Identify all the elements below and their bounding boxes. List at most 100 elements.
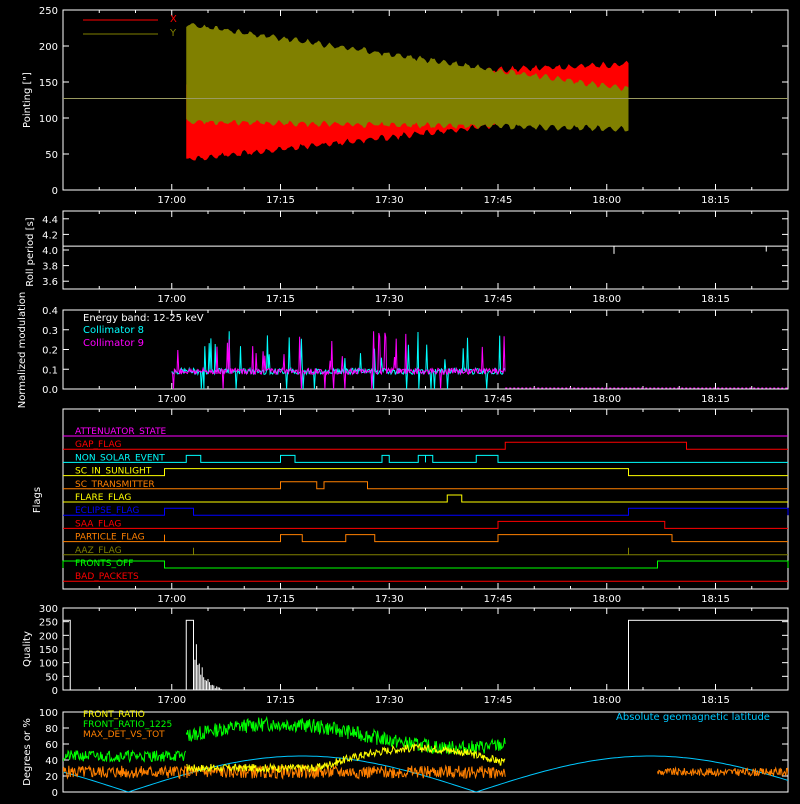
roll-ylabel: Roll period [s] <box>25 217 36 286</box>
modulation-series-9 <box>171 331 506 389</box>
flag-line <box>63 534 788 543</box>
max-det-series-late <box>657 766 788 777</box>
y-tick-label: 80 <box>45 724 58 735</box>
max-det-series <box>63 763 506 780</box>
quality-xticks: 17:00 17:15 17:30 17:45 18:00 18:15 <box>62 608 789 706</box>
modulation-series-8 <box>171 331 506 389</box>
y-tick-label: 150 <box>39 645 58 656</box>
flag-line <box>63 468 788 477</box>
quality-yticks: 0 50 100 150 200 250 300 <box>39 604 788 697</box>
y-tick-label: 250 <box>39 6 58 17</box>
modulation-ylabel: Normalized modulation <box>17 292 28 409</box>
y-tick-label: 100 <box>39 114 58 125</box>
y-tick-label: 4.2 <box>42 230 58 241</box>
y-tick-label: 100 <box>39 659 58 670</box>
flag-line <box>63 441 788 450</box>
time-tick-label: 18:15 <box>701 695 730 706</box>
quality-high-block <box>628 619 788 690</box>
energy-band-annotation: Energy band: 12-25 keV <box>83 313 204 324</box>
y-tick-label: 0 <box>52 788 58 799</box>
y-tick-label: 0.3 <box>42 326 58 337</box>
quality-high-block <box>63 619 71 690</box>
flag-line <box>62 560 789 569</box>
time-tick-label: 17:15 <box>266 294 295 305</box>
legend-front-ratio-1225: FRONT_RATIO_1225 <box>83 720 172 730</box>
flag-label: BAD_PACKETS <box>75 572 139 582</box>
y-tick-label: 40 <box>45 756 58 767</box>
roll-xticks: 17:00 17:15 17:30 17:45 18:00 18:15 <box>62 211 789 305</box>
ratios-yticks: 0 20 40 60 80 100 <box>39 708 788 799</box>
time-tick-label: 18:00 <box>592 294 621 305</box>
y-tick-label: 0.0 <box>42 385 58 396</box>
ratios-ylabel: Degrees or % <box>22 718 33 786</box>
modulation-xticks: 17:00 17:15 17:30 17:45 18:00 18:15 <box>62 310 789 405</box>
time-tick-label: 17:00 <box>157 394 186 405</box>
front-ratio-1225-series <box>185 715 506 756</box>
y-tick-label: 100 <box>39 708 58 719</box>
y-tick-label: 50 <box>45 672 58 683</box>
time-tick-label: 18:15 <box>701 195 730 206</box>
flag-label: ECLIPSE_FLAG <box>75 506 139 516</box>
time-tick-label: 17:15 <box>266 195 295 206</box>
y-tick-label: 0 <box>52 686 58 697</box>
flag-label: ATTENUATOR_STATE <box>75 427 167 437</box>
quality-data <box>63 619 788 690</box>
flag-label: FRONTS_OFF <box>75 559 133 569</box>
time-tick-label: 18:00 <box>592 594 621 605</box>
flag-label: FLARE_FLAG <box>75 493 131 503</box>
time-tick-label: 17:00 <box>157 594 186 605</box>
time-tick-label: 17:30 <box>375 594 404 605</box>
front-ratio-1225-early <box>63 749 186 764</box>
time-tick-label: 18:15 <box>701 394 730 405</box>
time-tick-label: 17:30 <box>375 695 404 706</box>
flags-ylabel: Flags <box>32 487 43 513</box>
time-tick-label: 18:15 <box>701 294 730 305</box>
time-tick-label: 17:30 <box>375 195 404 206</box>
y-tick-label: 200 <box>39 42 58 53</box>
legend-max-det: MAX_DET_VS_TOT <box>83 730 165 740</box>
flag-line <box>63 520 788 529</box>
flags-xticks: 17:00 17:15 17:30 17:45 18:00 18:15 <box>62 409 789 605</box>
time-tick-label: 17:00 <box>157 195 186 206</box>
roll-yticks: 3.6 3.8 4.0 4.2 4.4 <box>42 215 788 288</box>
flag-line <box>63 454 788 463</box>
time-tick-label: 17:45 <box>484 394 513 405</box>
pointing-xticks: 17:00 17:15 17:30 17:45 18:00 18:15 <box>62 10 789 206</box>
modulation-yticks: 0.0 0.1 0.2 0.3 0.4 <box>42 306 788 396</box>
y-tick-label: 4.4 <box>42 215 58 226</box>
time-tick-label: 17:15 <box>266 394 295 405</box>
time-tick-label: 17:45 <box>484 695 513 706</box>
legend-x-label: X <box>170 14 177 25</box>
roll-frame <box>62 210 789 290</box>
legend-collimator8: Collimator 8 <box>83 325 144 336</box>
flags-panel: Flags 17:00 17:15 17:30 17:45 18:00 18:15 ATT… <box>32 408 789 605</box>
time-tick-label: 18:15 <box>701 594 730 605</box>
y-tick-label: 50 <box>45 150 58 161</box>
legend-collimator9: Collimator 9 <box>83 338 144 349</box>
legend-y-label: Y <box>169 28 177 39</box>
modulation-data <box>171 331 788 389</box>
time-tick-label: 18:00 <box>592 695 621 706</box>
y-tick-label: 20 <box>45 772 58 783</box>
y-tick-label: 150 <box>39 78 58 89</box>
y-tick-label: 0.1 <box>42 365 58 376</box>
flag-label: SC_TRANSMITTER <box>75 480 155 490</box>
y-tick-label: 0 <box>52 186 58 197</box>
time-tick-label: 17:45 <box>484 594 513 605</box>
flag-label: PARTICLE_FLAG <box>75 533 145 543</box>
pointing-yticks: 0 50 100 150 200 250 <box>39 6 788 197</box>
y-tick-label: 0.2 <box>42 346 58 357</box>
pointing-legend: X Y <box>83 14 177 39</box>
flags-data: ATTENUATOR_STATE GAP_FLAG NON_SOLAR_EVENT S… <box>62 427 789 582</box>
time-tick-label: 17:45 <box>484 294 513 305</box>
pointing-data <box>63 23 788 161</box>
y-tick-label: 4.0 <box>42 246 58 257</box>
quality-high-block <box>185 619 194 690</box>
time-tick-label: 17:30 <box>375 294 404 305</box>
time-tick-label: 17:30 <box>375 394 404 405</box>
legend-geomag-lat: Absolute geomagnetic latitude <box>616 712 770 723</box>
quality-ylabel: Quality <box>22 631 33 667</box>
